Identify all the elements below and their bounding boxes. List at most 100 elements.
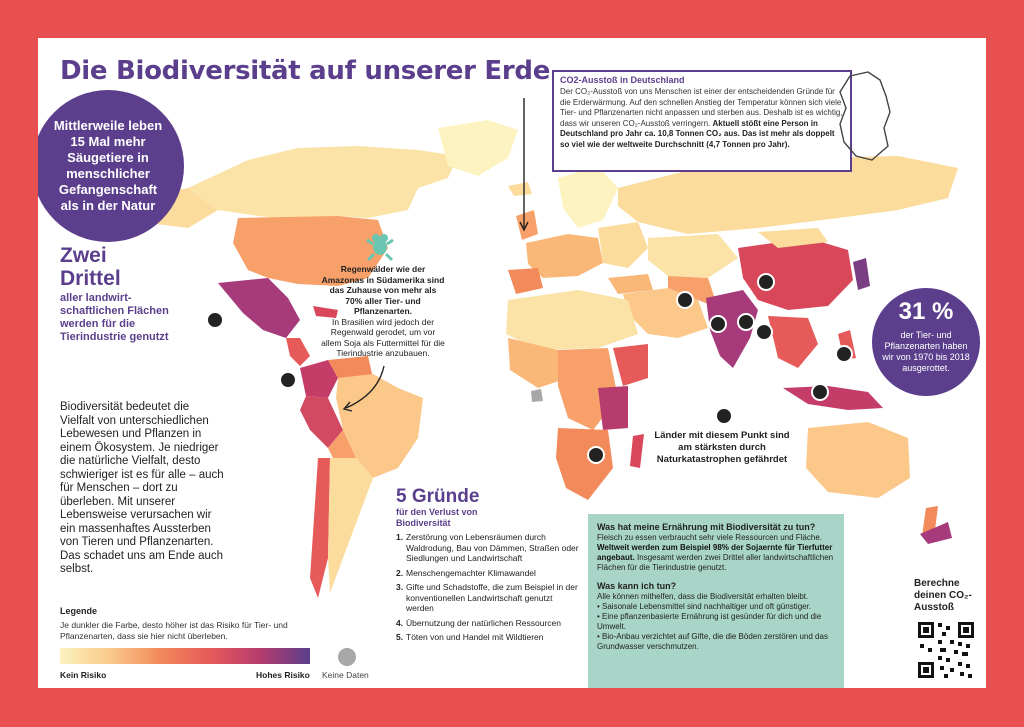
eastern-europe (598, 222, 648, 268)
reason-text: Zerstörung von Lebensräumen durch Waldro… (406, 532, 579, 563)
legend-nodata-swatch (338, 648, 356, 666)
co2-box-bold: Aktuell stößt eine Person in Deutschland… (560, 118, 835, 149)
captivity-fact-circle: Mittlerweile leben 15 Mal mehr Säugetier… (38, 90, 184, 242)
australia (806, 422, 910, 498)
action-list: • Saisonale Lebensmittel sind nachhaltig… (597, 602, 835, 652)
dot-india (709, 315, 727, 333)
disaster-dot-note: Länder mit diesem Punkt sind am stärkste… (654, 430, 790, 465)
central-america (286, 338, 310, 366)
diet-answer: Fleisch zu essen verbraucht sehr viele R… (597, 533, 835, 573)
reason-item: 2. Menschengemachter Klimawandel (396, 568, 581, 579)
legend-color-scale (60, 648, 310, 664)
caribbean (313, 306, 338, 318)
action-question: Was kann ich tun? (597, 581, 677, 591)
argentina (328, 458, 373, 593)
co2-arrow-head (519, 221, 529, 232)
poster: Die Biodiversität auf unserer Erde Mittl… (38, 38, 986, 688)
legend-description: Je dunkler die Farbe, desto höher ist da… (60, 620, 288, 641)
forest-arrow (345, 365, 385, 409)
dot-mexico (206, 311, 224, 329)
frog-icon (366, 234, 394, 262)
biodiversity-definition: Biodiversität bedeutet die Vielfalt von … (60, 401, 224, 575)
page-title: Die Biodiversität auf unserer Erde (60, 56, 551, 86)
disaster-dots (206, 273, 853, 464)
colombia (300, 360, 338, 398)
reasons-heading: 5 Gründe (396, 486, 480, 507)
reasons-subheading: für den Verlust von Biodiversität (396, 507, 478, 528)
greenland (438, 120, 518, 176)
china (738, 238, 853, 310)
north-africa (506, 290, 638, 350)
reason-item: 3. Gifte und Schadstoffe, die zum Beispie… (396, 582, 581, 614)
legend-low-label: Kein Risiko (60, 670, 107, 680)
legend-high-label: Hohes Risiko (256, 670, 310, 680)
russia (618, 156, 958, 234)
dot-china (757, 273, 775, 291)
extinction-percent: 31 % (898, 298, 954, 325)
reason-number: 5. (396, 632, 404, 642)
two-thirds-heading: Zwei Drittel (60, 244, 121, 290)
extinction-text: der Tier- und Pflanzenarten haben wir vo… (882, 330, 970, 373)
reason-number: 1. (396, 532, 404, 542)
central-asia (648, 234, 738, 278)
rainforest-note: Regenwälder wie der Amazonas in Südameri… (320, 264, 446, 359)
dot-colombia (279, 371, 297, 389)
diet-answer-rest: Insgesamt werden zwei Drittel aller land… (597, 553, 834, 572)
east-africa (598, 386, 628, 430)
reason-text: Gifte und Schadstoffe, die zum Beispiel … (406, 582, 578, 613)
southeast-asia (768, 316, 818, 368)
germany-outline-icon (839, 71, 891, 161)
reason-number: 2. (396, 567, 404, 578)
mexico (218, 278, 300, 338)
reason-text: Übernutzung der natürlichen Ressourcen (406, 617, 561, 628)
mongolia (758, 228, 828, 248)
diet-question: Was hat meine Ernährung mit Biodiversitä… (597, 522, 816, 532)
western-europe (526, 234, 603, 278)
iceland (508, 182, 532, 196)
diet-info-box: Was hat meine Ernährung mit Biodiversitä… (588, 514, 844, 688)
reason-item: 4. Übernutzung der natürlichen Ressourcen (396, 618, 581, 629)
reason-item: 5. Töten von und Handel mit Wildtieren (396, 632, 581, 643)
rainforest-note-text: In Brasilien wird jedoch der Regenwald g… (321, 316, 445, 359)
action-item: • Eine pflanzenbasierte Ernährung ist ge… (597, 612, 822, 631)
world-map (138, 98, 958, 598)
diet-answer-intro: Fleisch zu essen verbraucht sehr viele R… (597, 533, 822, 542)
turkey (608, 274, 653, 294)
diet-answer-bold: Weltweit werden zum Beispiel 98% der Soj… (597, 543, 833, 562)
disaster-dot-icon (715, 407, 733, 425)
reason-item: 1. Zerstörung von Lebensräumen durch Wald… (396, 532, 581, 564)
reason-text: Menschengemachter Klimawandel (406, 567, 536, 578)
action-item: • Saisonale Lebensmittel sind nachhaltig… (597, 602, 812, 611)
qr-code-icon[interactable] (916, 620, 976, 680)
rainforest-note-bold: Regenwälder wie der Amazonas in Südameri… (321, 264, 445, 316)
scandinavia (558, 166, 618, 228)
dot-indonesia (811, 383, 829, 401)
reasons-list: 1. Zerstörung von Lebensräumen durch Wald… (396, 532, 581, 647)
two-thirds-subtext: aller landwirt-schaftlichen Flächen werd… (60, 292, 169, 343)
dot-mozambique (587, 446, 605, 464)
madagascar (630, 434, 644, 468)
co2-calculator-heading: Berechne deinen CO₂-Ausstoß (914, 578, 972, 613)
co2-box-body: Der CO₂-Ausstoß von uns Menschen ist ein… (560, 87, 843, 128)
iberia (508, 268, 543, 294)
legend-nodata-label: Keine Daten (322, 670, 369, 680)
india (706, 290, 758, 368)
chile (310, 458, 330, 598)
map-legend: Legende Je dunkler die Farbe, desto höhe… (60, 606, 380, 680)
dot-bangladesh (737, 313, 755, 331)
west-africa (508, 338, 568, 388)
extinction-fact-circle: 31 % der Tier- und Pflanzenarten haben w… (872, 288, 980, 396)
action-item: • Bio-Anbau verzichtet auf Gifte, die di… (597, 632, 828, 651)
co2-box-text: Der CO₂-Ausstoß von uns Menschen ist ein… (560, 87, 844, 150)
usa (233, 216, 388, 286)
ethiopia (613, 344, 648, 386)
brazil (336, 374, 423, 478)
co2-box-title: CO2-Ausstoß in Deutschland (560, 75, 685, 85)
nodata-region (531, 389, 543, 402)
iran (668, 276, 718, 308)
dot-myanmar (755, 323, 773, 341)
forest-arrow-head (342, 401, 353, 412)
co2-info-box: CO2-Ausstoß in Deutschland Der CO₂-Ausst… (552, 70, 852, 172)
legend-title: Legende (60, 606, 98, 616)
pacific-islands (920, 522, 952, 544)
